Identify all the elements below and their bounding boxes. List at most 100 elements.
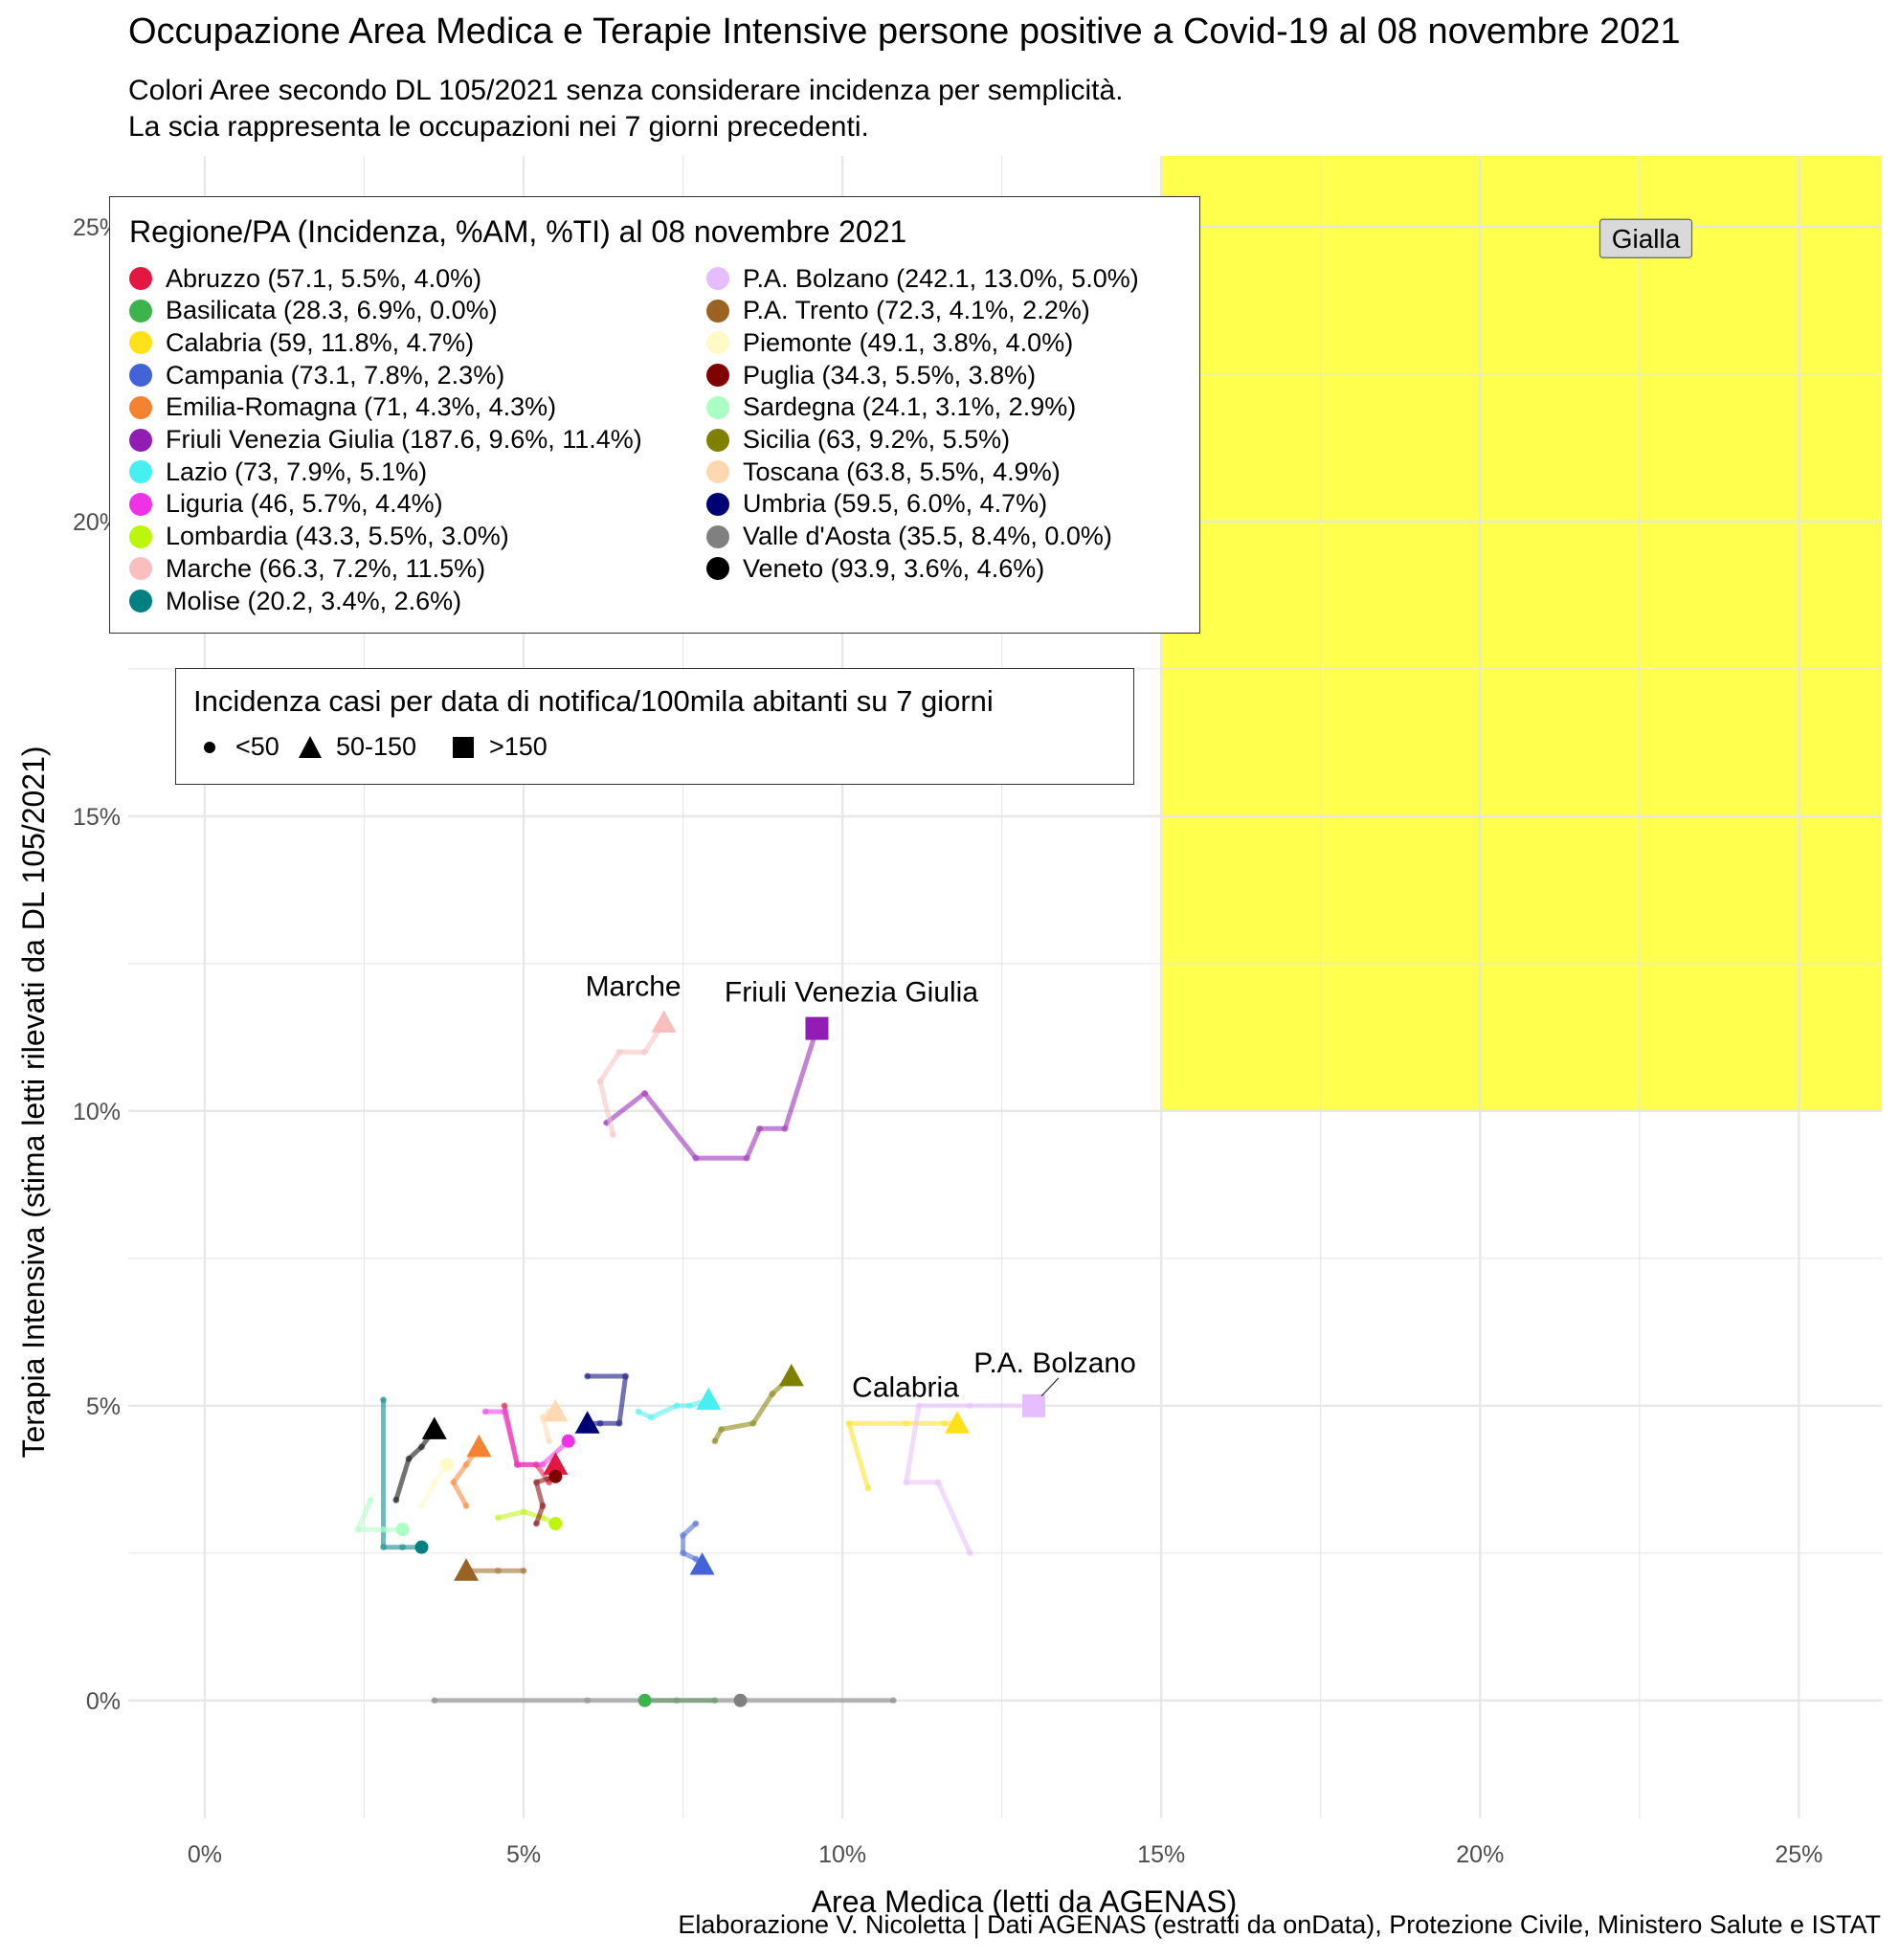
legend-item: Liguria (46, 5.7%, 4.4%) [129,488,443,521]
legend-item: Sicilia (63, 9.2%, 5.5%) [706,424,1010,457]
trail-p-a-bolzano [904,1403,1037,1556]
legend-label: P.A. Bolzano (242.1, 13.0%, 5.0%) [743,263,1139,293]
legend-item: Friuli Venezia Giulia (187.6, 9.6%, 11.4… [129,424,642,457]
legend-label: Calabria (59, 11.8%, 4.7%) [166,327,475,357]
point-calabria [945,1411,971,1434]
legend-label: Lombardia (43.3, 5.5%, 3.0%) [166,522,509,551]
trail-dot [532,1520,540,1527]
trail-dot [711,1437,719,1445]
trail-dot [615,1419,623,1427]
trail-dot [539,1503,547,1510]
trail-dot [520,1508,527,1516]
x-tick-label: 20% [1456,1841,1504,1868]
point-p-a-bolzano [1021,1393,1045,1417]
point-toscana [543,1398,569,1422]
legend-label: Veneto (93.9, 3.6%, 4.6%) [743,553,1045,583]
trail-dot [513,1460,521,1468]
legend-swatch [706,364,729,388]
legend-item: Calabria (59, 11.8%, 4.7%) [129,326,474,359]
legend-swatch [706,395,729,419]
zone-label-box [1598,218,1693,258]
trail-dot [615,1048,623,1056]
legend-label: Molise (20.2, 3.4%, 2.6%) [166,586,462,615]
incidence-legend: Incidenza casi per data di notifica/100m… [175,668,1134,785]
legend-label: Emilia-Romagna (71, 4.3%, 4.3%) [166,392,557,422]
trail-piemonte [418,1461,450,1508]
trail-dot [641,1048,649,1056]
trail-dot [596,1419,604,1427]
point-marche [651,1010,677,1033]
x-axis-title: Area Medica (letti da AGENAS) [812,1884,1238,1919]
y-axis-title: Terapia Intensiva (stima letti rilevati … [16,746,51,1458]
point-lazio [696,1387,722,1411]
trail-dot [462,1503,470,1510]
trail-dot [379,1544,387,1551]
label-leader [1040,1377,1060,1397]
legend-swatch [129,331,152,355]
trail-dot [596,1078,604,1085]
legend-item: Valle d'Aosta (35.5, 8.4%, 0.0%) [706,521,1112,553]
point-sardegna [395,1523,410,1537]
x-tick-label: 10% [818,1841,866,1868]
trail-sicilia [712,1373,794,1444]
trail-friuli-venezia-giulia [604,1026,819,1161]
shape-legend-label: 50-150 [336,732,417,761]
trail-dot [494,1514,502,1522]
trail-dot [685,1402,693,1410]
trail-marche [597,1020,667,1137]
legend-label: Lazio (73, 7.9%, 5.1%) [166,457,428,486]
trail-dot [941,1419,949,1427]
legend-label: P.A. Trento (72.3, 4.1%, 2.2%) [743,296,1090,325]
legend-label: Friuli Venezia Giulia (187.6, 9.6%, 11.4… [166,425,642,454]
point-molise [414,1540,429,1554]
trail-dot [889,1697,897,1704]
point-label: P.A. Bolzano [973,1348,1136,1379]
legend-swatch [129,299,152,323]
trail-dot [622,1372,630,1380]
legend-label: Puglia (34.3, 5.5%, 3.8%) [743,360,1037,390]
legend-item: Veneto (93.9, 3.6%, 4.6%) [706,552,1044,585]
incidence-legend-title: Incidenza casi per data di notifica/100m… [193,684,994,718]
legend-item: P.A. Bolzano (242.1, 13.0%, 5.0%) [706,262,1139,295]
trail-dot [392,1496,400,1503]
trail-dot [673,1402,681,1410]
shape-legend-item: <50 [195,732,279,762]
trail-dot [647,1414,655,1421]
point-valle-d-aosta [733,1693,748,1707]
trail-dot [532,1479,540,1486]
shape-legend-label: >150 [489,732,548,761]
legend-swatch [706,299,729,323]
legend-swatch [129,492,152,516]
legend-item: P.A. Trento (72.3, 4.1%, 2.2%) [706,295,1090,327]
legend-item: Basilicata (28.3, 6.9%, 0.0%) [129,295,498,327]
zone-label: Gialla [1612,224,1681,254]
chart-subtitle: Colori Aree secondo DL 105/2021 senza co… [128,73,1124,145]
trail-dot [417,1443,425,1451]
legend-swatch [706,557,729,581]
trail-dot [966,1549,973,1557]
trail-dot [367,1496,374,1503]
trail-dot [417,1503,425,1510]
point-veneto [421,1416,447,1439]
trail-dot [584,1697,592,1704]
point-sicilia [778,1364,804,1387]
legend-swatch [706,492,729,516]
label-layer: Gialla Marche Friuli Venezia Giulia Calabri… [586,218,1693,1403]
trail-dot [966,1402,973,1410]
trail-puglia [533,1474,558,1526]
legend-item: Campania (73.1, 7.8%, 2.3%) [129,359,504,391]
point-piemonte [440,1458,455,1472]
legend-label: Sardegna (24.1, 3.1%, 2.9%) [743,392,1077,422]
point-label: Friuli Venezia Giulia [725,977,978,1009]
legend-item: Marche (66.3, 7.2%, 11.5%) [129,552,485,585]
legend-swatch [129,524,152,548]
point-abruzzo [543,1452,569,1475]
trail-dot [546,1437,553,1445]
shape-legend-item: 50-150 [296,732,416,762]
legend-item: Piemonte (49.1, 3.8%, 4.0%) [706,326,1073,359]
trail-dot [431,1697,438,1704]
axis-layer: 0% 5% 10% 15% 20% 25%0%5%10%15%20%25%Area Med… [16,214,1822,1919]
point-lombardia [548,1517,563,1531]
legend-label: Basilicata (28.3, 6.9%, 0.0%) [166,296,498,325]
shape-triangle-icon [299,735,322,758]
